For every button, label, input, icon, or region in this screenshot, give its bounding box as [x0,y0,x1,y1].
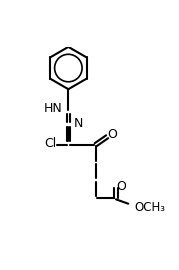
Text: O: O [107,129,117,141]
Text: N: N [73,117,83,130]
Text: HN: HN [44,102,63,115]
Text: O: O [116,180,126,193]
Text: OCH₃: OCH₃ [134,201,165,214]
Text: Cl: Cl [45,137,57,150]
